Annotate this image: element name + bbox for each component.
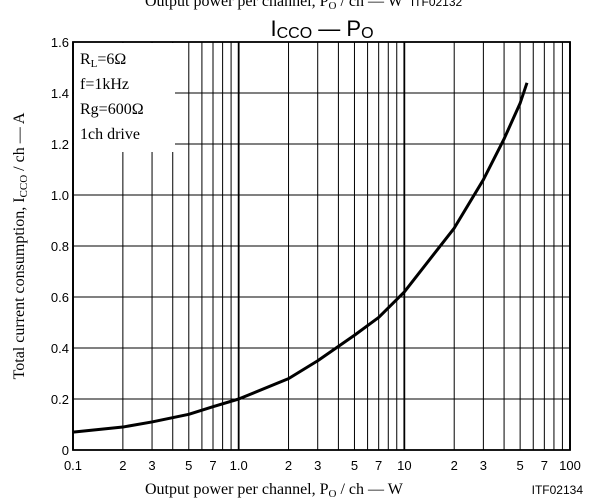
y-tick-label: 0.4 <box>51 341 69 356</box>
annotation: f=1kHz <box>80 76 129 93</box>
x-tick-label: 3 <box>148 458 155 473</box>
annotation-text: R <box>80 51 91 68</box>
x-label-rest: / ch — W <box>336 481 403 498</box>
y-tick-label: 0.6 <box>51 290 69 305</box>
x-tick-label: 0.1 <box>64 458 82 473</box>
annotation-box <box>74 43 175 152</box>
caption-text: Output power per channel, P <box>145 0 329 10</box>
caption-rest: / ch — W <box>336 0 403 10</box>
annotation-rest: =6Ω <box>97 51 126 68</box>
x-label-text: Output power per channel, P <box>145 481 329 498</box>
previous-caption: Output power per channel, PO / ch — W ITF… <box>145 0 463 12</box>
x-tick-label: 2 <box>451 458 458 473</box>
x-tick-label: 100 <box>559 458 581 473</box>
curve <box>72 82 529 434</box>
plot-frame <box>72 41 571 451</box>
annotation: 1ch drive <box>80 126 140 143</box>
x-tick-label: 2 <box>285 458 292 473</box>
y-tick-label: 0 <box>62 443 69 458</box>
annotation: Rg=600Ω <box>80 101 144 118</box>
x-axis-label: Output power per channel, PO / ch — W <box>145 481 404 500</box>
y-tick-label: 1.0 <box>51 188 69 203</box>
x-tick-label: 7 <box>541 458 548 473</box>
x-tick-label: 3 <box>480 458 487 473</box>
x-tick-label: 7 <box>375 458 382 473</box>
caption-sub: O <box>329 0 337 12</box>
figure-code: ITF02134 <box>532 483 584 497</box>
x-tick-label: 3 <box>314 458 321 473</box>
x-label-sub: O <box>329 488 337 500</box>
y-label-rest: / ch — A <box>11 112 28 175</box>
annotation-text: Rg=600Ω <box>80 101 144 118</box>
x-tick-label: 1.0 <box>230 458 248 473</box>
x-tick-label: 5 <box>351 458 358 473</box>
y-label-sub: CCO <box>18 175 30 198</box>
annotation-text: 1ch drive <box>80 126 140 143</box>
x-tick-label: 7 <box>209 458 216 473</box>
x-tick-label: 5 <box>185 458 192 473</box>
title-sep: — P <box>312 16 361 41</box>
title-sub: CCO <box>277 25 313 42</box>
annotation-text: f=1kHz <box>80 76 129 93</box>
caption-code: ITF02132 <box>411 0 463 9</box>
title-main: I <box>270 16 276 41</box>
y-label-text: Total current consumption, I <box>11 197 28 379</box>
y-tick-label: 0.2 <box>51 392 69 407</box>
annotation-sub: L <box>91 58 98 70</box>
annotation: RL=6Ω <box>80 51 126 70</box>
y-tick-label: 1.4 <box>51 86 69 101</box>
chart-title: ICCO — PO <box>270 16 373 42</box>
y-tick-label: 0.8 <box>51 239 69 254</box>
y-axis-label: Total current consumption, ICCO / ch — A <box>11 112 30 379</box>
x-tick-label: 2 <box>119 458 126 473</box>
y-tick-label: 1.2 <box>51 137 69 152</box>
x-tick-label: 10 <box>397 458 411 473</box>
x-tick-label: 5 <box>517 458 524 473</box>
y-tick-label: 1.6 <box>51 35 69 50</box>
title-sub2: O <box>361 25 373 42</box>
